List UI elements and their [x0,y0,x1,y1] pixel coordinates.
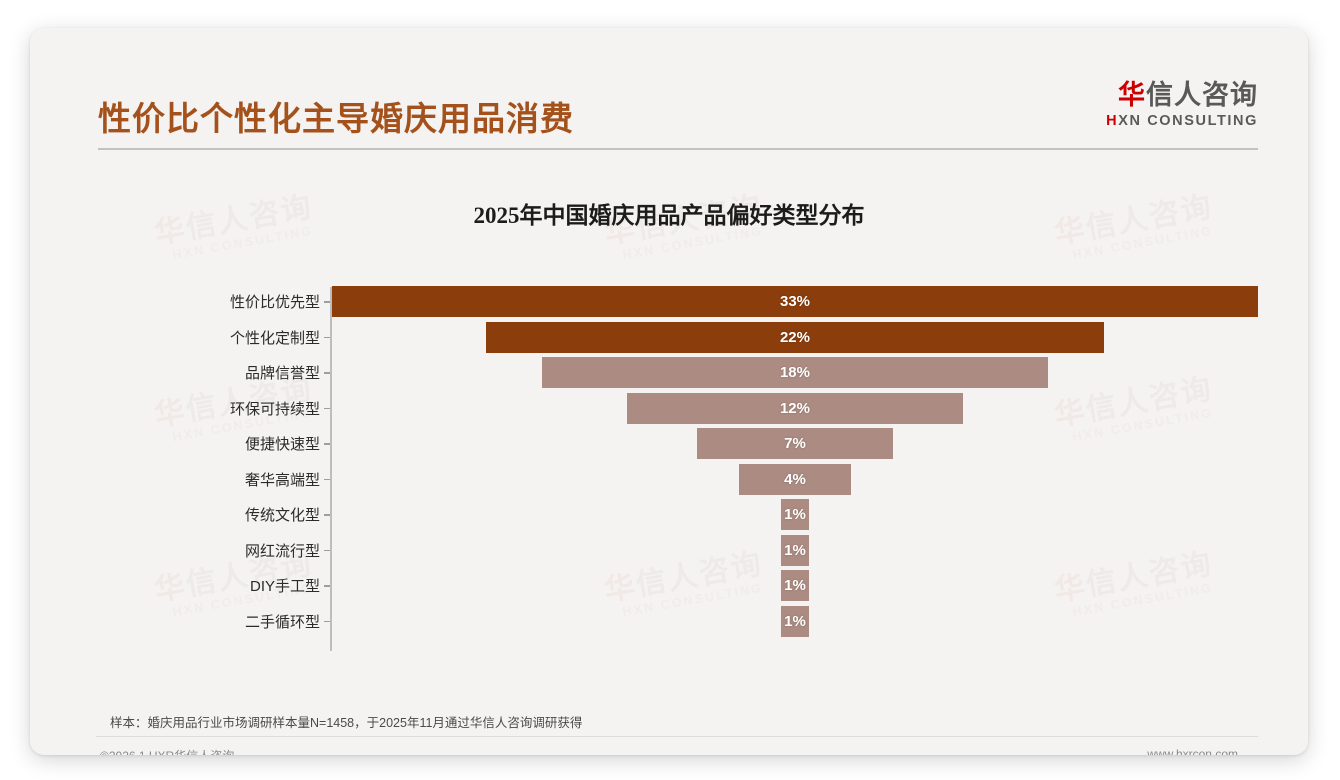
bar-track: 1% [332,568,1258,603]
axis-tick [324,372,330,374]
bar-row: 二手循环型 1% [98,604,1258,639]
brand-logo: 华信人咨询 HXN CONSULTING [1106,80,1258,129]
category-label: 环保可持续型 [229,400,320,418]
bar-row: 网红流行型 1% [98,533,1258,568]
bar-track: 18% [332,355,1258,390]
bar[interactable]: 12% [626,392,964,424]
bar-value-label: 12% [779,399,810,417]
bar[interactable]: 7% [696,428,894,459]
bar[interactable]: 4% [738,463,852,495]
funnel-bar-chart: 性价比优先型 33% 个性化定制型 22% 品牌信誉型 18% 环保可持续型 12% 便捷快速型… [98,266,1258,666]
bar[interactable]: 1% [780,534,810,566]
bar[interactable]: 1% [780,499,810,530]
bar-value-label: 18% [779,364,810,381]
axis-tick [324,585,330,587]
bar[interactable]: 1% [780,605,810,637]
bar-row: 环保可持续型 12% [98,391,1258,426]
page-title: 性价比个性化主导婚庆用品消费 [98,100,574,137]
bar-row: 传统文化型 1% [98,497,1258,532]
source-footnote: 样本：婚庆用品行业市场调研样本量N=1458，于2025年11月通过华信人咨询调… [110,716,583,730]
slide-card: 华信人咨询 HXN CONSULTING 华信人咨询 HXN CONSULTIN… [30,28,1308,755]
bar-value-label: 1% [784,577,806,594]
category-label: 网红流行型 [244,542,320,560]
bar-value-label: 22% [779,328,810,346]
bar-track: 33% [332,284,1258,319]
axis-tick [324,407,330,409]
bar-track: 12% [332,391,1258,426]
axis-tick [324,336,330,338]
bar-track: 22% [332,320,1258,355]
bar-track: 1% [332,533,1258,568]
bar-row: 品牌信誉型 18% [98,355,1258,390]
axis-tick [324,549,330,551]
bar-row: 便捷快速型 7% [98,426,1258,461]
footer-copyright: ©2026.1 HXR华信人咨询 [100,747,234,755]
category-axis-line [330,287,332,651]
logo-english-text: HXN CONSULTING [1106,113,1258,130]
bar-track: 1% [332,497,1258,532]
bar-track: 1% [332,604,1258,639]
bar[interactable]: 22% [486,321,1104,353]
bar-value-label: 7% [784,435,806,452]
bar-track: 4% [332,462,1258,497]
category-label: 便捷快速型 [244,436,320,453]
slide-header: 性价比个性化主导婚庆用品消费 华信人咨询 HXN CONSULTING [98,66,1258,150]
bar-row: 个性化定制型 22% [98,320,1258,355]
bar-row: 性价比优先型 33% [98,284,1258,319]
bar[interactable]: 18% [542,357,1048,388]
bar-value-label: 1% [784,506,806,523]
category-label: 品牌信誉型 [244,365,320,382]
footer-divider [96,736,1258,737]
bar[interactable]: 1% [780,570,810,601]
axis-tick [324,620,330,622]
bar-value-label: 33% [779,293,811,310]
chart-title: 2025年中国婚庆用品产品偏好类型分布 [473,203,865,228]
bar-row: DIY手工型 1% [98,568,1258,603]
bar-value-label: 4% [784,470,806,488]
category-label: DIY手工型 [249,578,320,595]
header-divider [98,148,1258,150]
logo-chinese-text: 华信人咨询 [1118,80,1258,110]
axis-tick [324,301,330,303]
category-label: 传统文化型 [244,507,320,524]
bar[interactable]: 33% [332,286,1258,317]
bar-track: 7% [332,426,1258,461]
category-label: 奢华高端型 [244,471,320,489]
axis-tick [324,514,330,516]
bar-value-label: 1% [784,541,806,559]
category-label: 个性化定制型 [229,329,320,347]
category-label: 二手循环型 [244,613,320,631]
footer-website: www.hxrcon.com [1147,747,1238,755]
bar-row: 奢华高端型 4% [98,462,1258,497]
category-label: 性价比优先型 [229,294,320,311]
axis-tick [324,443,330,445]
axis-tick [324,478,330,480]
bar-value-label: 1% [784,612,806,630]
